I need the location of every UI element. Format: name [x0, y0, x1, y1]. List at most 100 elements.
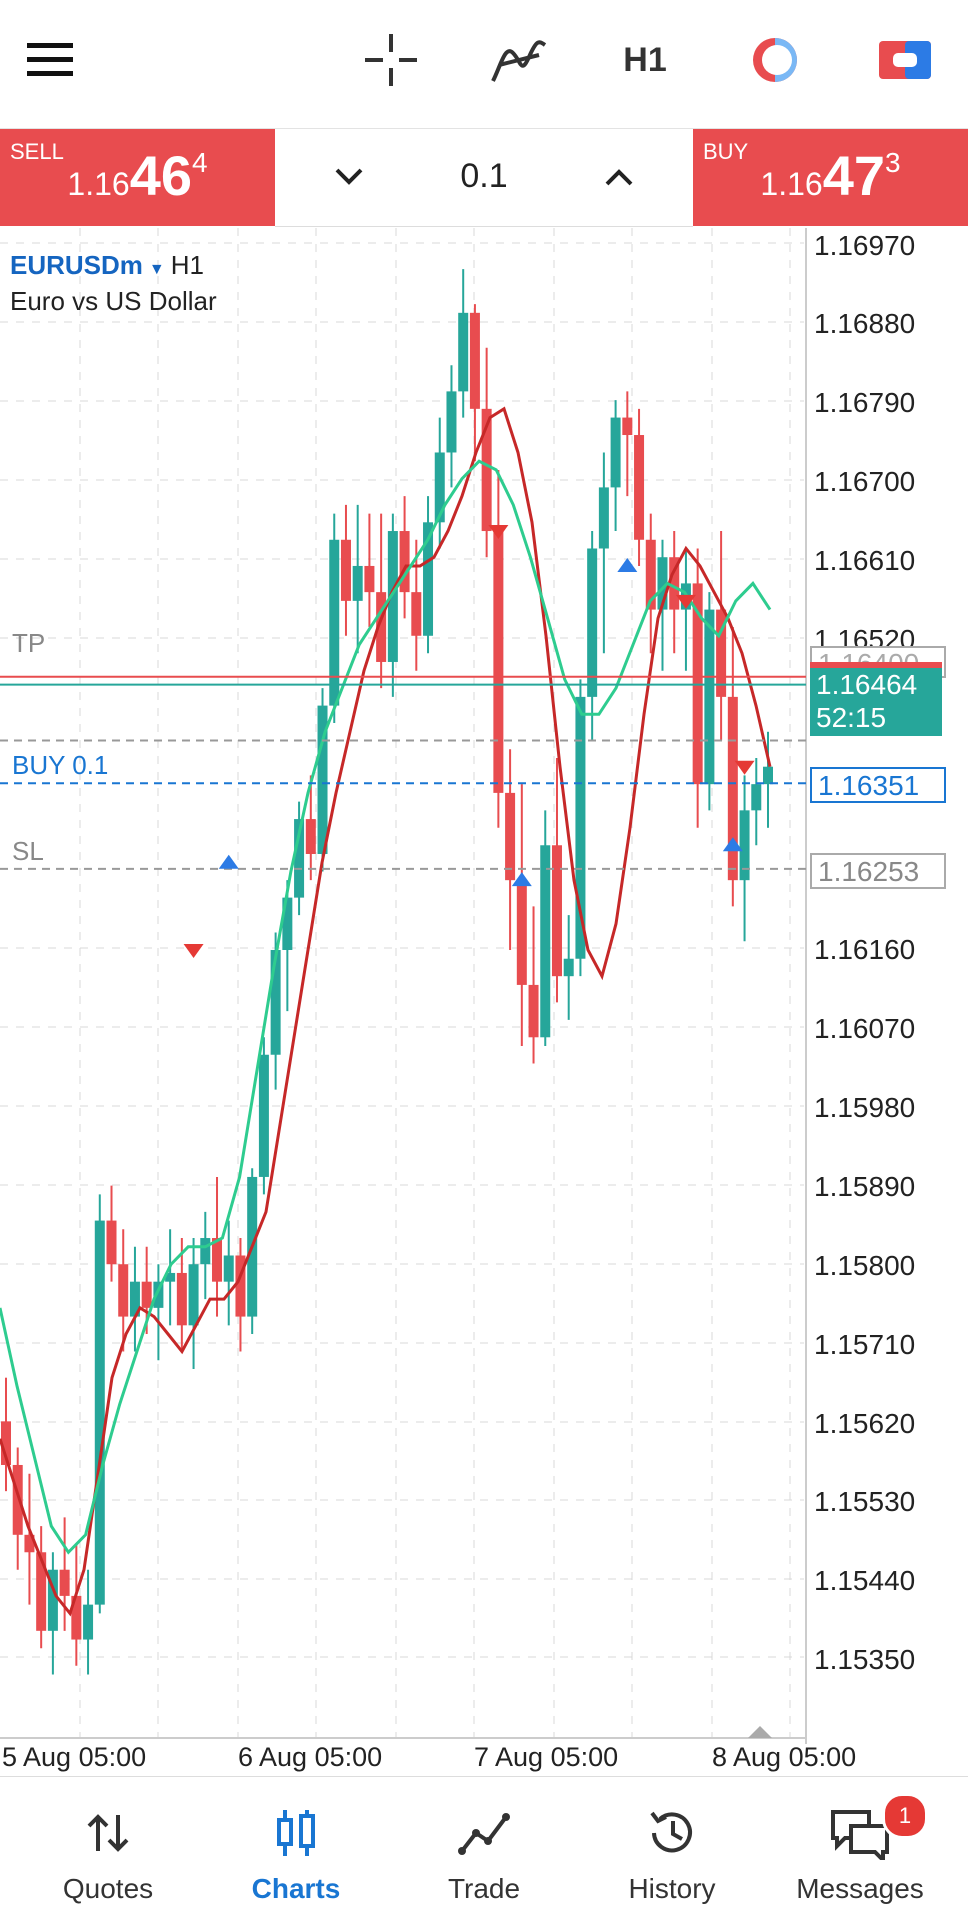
- time-axis-label: 7 Aug 05:00: [474, 1742, 619, 1772]
- candle-bull: [129, 1281, 140, 1317]
- candle-bull: [329, 539, 340, 706]
- timeframe-button[interactable]: H1: [623, 40, 667, 79]
- nav-charts[interactable]: Charts: [202, 1777, 390, 1921]
- quotes-icon: [87, 1814, 129, 1852]
- candle-bear: [212, 1238, 223, 1282]
- nav-history-label: History: [628, 1873, 716, 1904]
- price-axis-label: 1.16970: [814, 230, 916, 261]
- price-axis-label: 1.16880: [814, 308, 916, 339]
- one-click-trading-icon: [879, 41, 931, 79]
- nav-messages-label: Messages: [796, 1873, 924, 1904]
- candle-bull: [200, 1238, 211, 1265]
- nav-history[interactable]: History: [578, 1777, 766, 1921]
- bar-countdown: 52:15: [816, 702, 887, 733]
- price-axis-label: 1.16790: [814, 387, 916, 418]
- sl-price-tag[interactable]: 1.16253: [810, 853, 946, 889]
- decrease-lot-button[interactable]: [325, 153, 373, 201]
- price-axis-label: 1.16070: [814, 1013, 916, 1044]
- indicators-button[interactable]: [488, 20, 550, 100]
- candle-bull: [223, 1255, 234, 1282]
- lot-size-control: 0.1: [275, 129, 693, 227]
- time-axis-label: 6 Aug 05:00: [238, 1742, 383, 1772]
- indicators-icon: [491, 40, 547, 82]
- candle-bear: [551, 845, 562, 977]
- menu-button[interactable]: [14, 20, 86, 100]
- current-price: 1.16464: [816, 669, 918, 700]
- candle-bear: [1, 1421, 11, 1465]
- price-axis-label: 1.15890: [814, 1171, 916, 1202]
- price-axis-label: 1.15980: [814, 1092, 916, 1123]
- chart-timeframe: H1: [170, 250, 205, 280]
- candle-bull: [598, 487, 609, 549]
- buy-button[interactable]: BUY 1.16473: [693, 129, 968, 226]
- candle-bear: [669, 557, 680, 610]
- moving-average-fast: [0, 406, 772, 1617]
- candle-bear: [305, 819, 316, 854]
- price-axis-label: 1.16700: [814, 466, 916, 497]
- candle-bear: [24, 1534, 35, 1553]
- price-chart[interactable]: [0, 228, 968, 1776]
- chart-shift-marker: [748, 1726, 772, 1738]
- candle-bear: [481, 408, 492, 532]
- price-axis-label: 1.16160: [814, 934, 916, 965]
- candle-bull: [751, 784, 762, 811]
- candle-bear: [716, 609, 727, 697]
- lot-size-input[interactable]: 0.1: [460, 157, 508, 195]
- price-axis-label: 1.15350: [814, 1644, 916, 1675]
- candle-bull: [317, 705, 328, 854]
- candle-bull: [352, 565, 363, 601]
- sell-deal-arrow: [675, 594, 696, 609]
- one-click-trading-button[interactable]: [874, 20, 936, 100]
- nav-trade-label: Trade: [447, 1873, 521, 1904]
- candle-bear: [364, 565, 375, 593]
- candle-bull: [657, 557, 668, 610]
- chevron-down-icon: [335, 168, 363, 185]
- candle-bear: [340, 539, 351, 601]
- nav-quotes-label: Quotes: [62, 1873, 154, 1904]
- candle-bear: [516, 880, 527, 985]
- candle-bear: [645, 539, 656, 610]
- messages-unread-badge: 1: [882, 1793, 928, 1839]
- chart-symbol-header[interactable]: EURUSDm ▼ H1: [10, 250, 204, 281]
- candle-bull: [423, 522, 434, 636]
- sell-button[interactable]: SELL 1.16464: [0, 129, 275, 226]
- candle-bear: [411, 592, 422, 636]
- price-axis-label: 1.15620: [814, 1408, 916, 1439]
- candle-bull: [540, 845, 551, 1038]
- buy-price: 1.16473: [760, 144, 901, 207]
- price-axis-label: 1.15440: [814, 1565, 916, 1596]
- sl-label: SL: [12, 836, 44, 866]
- crosshair-icon: [365, 34, 417, 86]
- sell-deal-arrow: [183, 944, 204, 958]
- candle-bear: [59, 1569, 70, 1596]
- candle-bull: [587, 548, 598, 697]
- buy-deal-arrow: [218, 854, 239, 869]
- nav-quotes[interactable]: Quotes: [14, 1777, 202, 1921]
- candle-bull: [610, 417, 621, 488]
- buy-label: BUY: [703, 139, 749, 164]
- current-price-tag: 1.16464 52:15: [810, 662, 942, 736]
- menu-icon: [27, 43, 73, 76]
- candle-bear: [505, 792, 516, 881]
- candle-bear: [634, 435, 645, 540]
- candle-bull: [563, 958, 574, 977]
- price-axis-label: 1.16610: [814, 545, 916, 576]
- price-axis-label: 1.15530: [814, 1486, 916, 1517]
- buy-order-price-tag[interactable]: 1.16351: [810, 767, 946, 803]
- candle-bear: [12, 1464, 23, 1535]
- top-toolbar: H1: [0, 0, 968, 129]
- crosshair-button[interactable]: [360, 20, 422, 100]
- candle-bear: [493, 531, 504, 793]
- candle-bull: [434, 452, 445, 523]
- sell-price: 1.16464: [67, 144, 208, 207]
- nav-trade[interactable]: Trade: [390, 1777, 578, 1921]
- candle-bear: [469, 312, 480, 409]
- candle-bear: [106, 1220, 117, 1265]
- trade-clock-button[interactable]: [744, 20, 806, 100]
- buy-order-label: BUY 0.1: [12, 750, 109, 780]
- increase-lot-button[interactable]: [595, 153, 643, 201]
- time-axis-label: 5 Aug 05:00: [2, 1742, 147, 1772]
- candle-bull: [47, 1569, 58, 1631]
- buy-deal-arrow: [511, 872, 532, 887]
- nav-messages[interactable]: 1 Messages: [766, 1777, 954, 1921]
